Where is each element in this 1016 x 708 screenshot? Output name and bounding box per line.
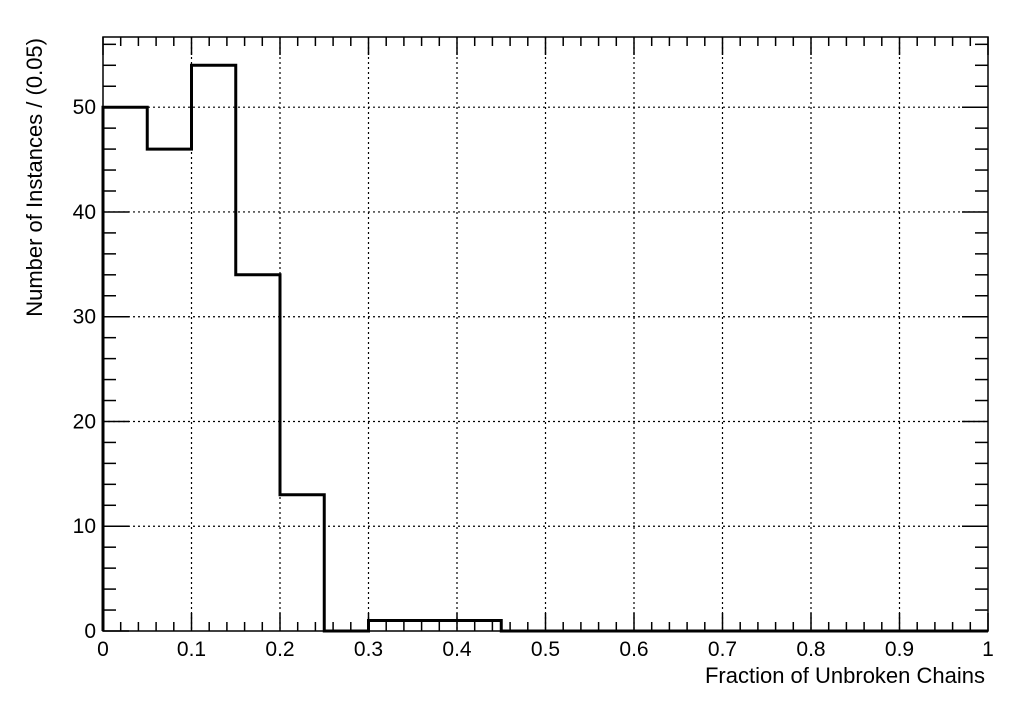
x-tick-label: 0.9 (885, 638, 914, 661)
x-tick-label: 0.2 (265, 638, 294, 661)
y-tick-label: 0 (84, 620, 96, 643)
x-tick-label: 0.3 (354, 638, 383, 661)
y-tick-label: 20 (73, 410, 96, 433)
y-tick-label: 30 (73, 306, 96, 329)
x-tick-label: 0.5 (531, 638, 560, 661)
x-axis-label: Fraction of Unbroken Chains (705, 663, 985, 688)
y-tick-label: 50 (73, 96, 96, 119)
y-tick-label: 10 (73, 515, 96, 538)
x-tick-label: 0.6 (619, 638, 648, 661)
x-tick-label: 0.8 (796, 638, 825, 661)
y-tick-label: 40 (73, 201, 96, 224)
x-tick-label: 0.4 (442, 638, 472, 661)
x-tick-label: 0 (97, 638, 109, 661)
y-axis-label: Number of Instances / (0.05) (22, 38, 47, 317)
x-tick-label: 0.1 (177, 638, 206, 661)
x-tick-label: 1 (982, 638, 994, 661)
axis-ticks (102, 37, 989, 632)
x-tick-label: 0.7 (708, 638, 737, 661)
